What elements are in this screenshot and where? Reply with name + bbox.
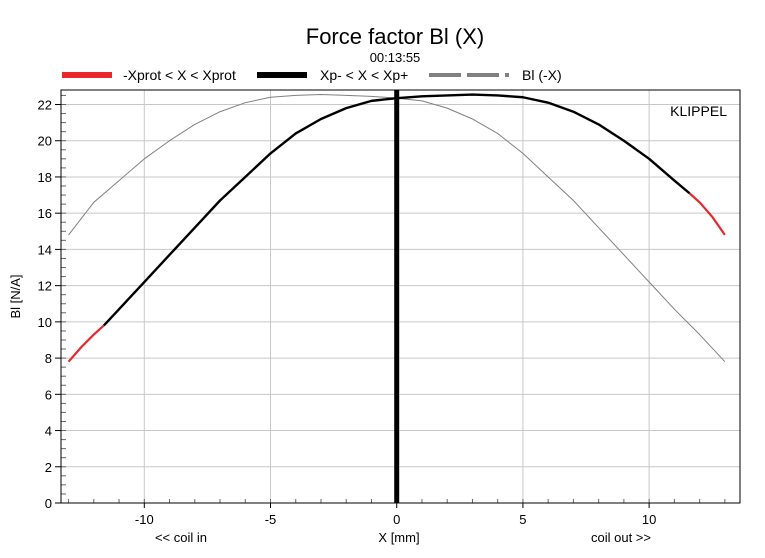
series-xprot-left-segment [67, 324, 105, 363]
y-tick-label: 4 [45, 424, 52, 439]
y-tick-label: 18 [38, 170, 52, 185]
y-tick-label: 14 [38, 242, 52, 257]
x-tick-label: 10 [642, 512, 656, 527]
x-annotation-coil-out: coil out >> [591, 530, 651, 545]
y-tick-label: 10 [38, 315, 52, 330]
x-annotation-coil-in: << coil in [155, 530, 207, 545]
y-tick-label: 22 [38, 97, 52, 112]
legend-xp-label: Xp- < X < Xp+ [320, 67, 408, 83]
legend-xprot-label: -Xprot < X < Xprot [123, 67, 236, 83]
legend: -Xprot < X < Xprot Xp- < X < Xp+ Bl (-X) [62, 67, 562, 83]
chart-subtitle: 00:13:55 [370, 50, 421, 65]
series-xprot-right-segment [688, 192, 726, 236]
x-tick-label: -5 [265, 512, 277, 527]
x-tick-label: -10 [135, 512, 154, 527]
plot-area: 0 2 4 6 8 10 12 14 16 18 20 22 -10 -5 0 5 10 [38, 89, 741, 527]
x-tick-label: 5 [519, 512, 526, 527]
y-axis-label: Bl [N/A] [8, 274, 23, 318]
y-tick-label: 16 [38, 206, 52, 221]
plot-background [61, 90, 740, 503]
y-tick-label: 20 [38, 134, 52, 149]
x-tick-label: 0 [393, 512, 400, 527]
x-axis-label: X [mm] [378, 530, 419, 545]
plot-border [60, 89, 741, 504]
chart-title: Force factor Bl (X) [306, 24, 484, 49]
y-tick-label: 8 [45, 351, 52, 366]
legend-bl-minus-x-label: Bl (-X) [522, 67, 562, 83]
klippel-watermark: KLIPPEL [670, 103, 727, 119]
y-tick-label: 12 [38, 279, 52, 294]
y-tick-label: 2 [45, 460, 52, 475]
y-tick-label: 6 [45, 387, 52, 402]
y-tick-label: 0 [45, 496, 52, 511]
